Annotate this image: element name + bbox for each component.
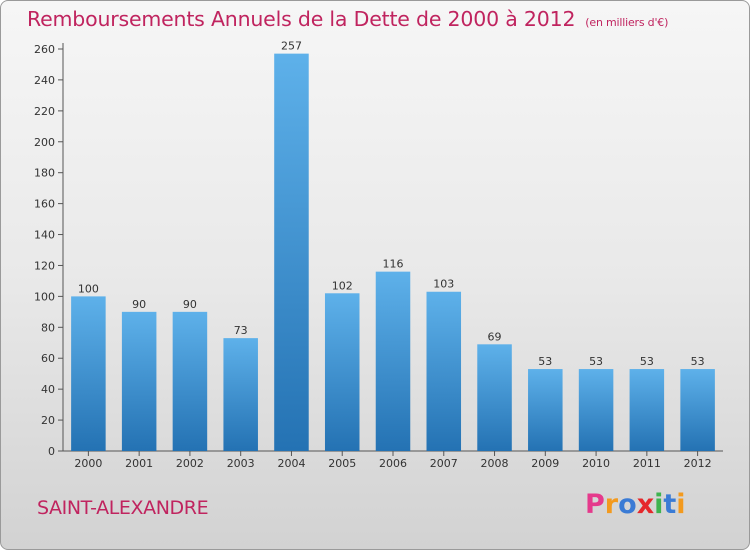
y-axis: 0 20 40 60 80 100 120 140 160 180 200 220 240 260 xyxy=(34,43,64,458)
data-label-2008: 69 xyxy=(488,330,502,343)
x-tick-label-2003: 2003 xyxy=(227,457,255,470)
commune-name: SAINT-ALEXANDRE xyxy=(37,497,209,519)
x-tick-label-2002: 2002 xyxy=(176,457,204,470)
y-tick-label: 100 xyxy=(34,290,55,303)
data-label-2001: 90 xyxy=(132,298,146,311)
y-tick-label: 0 xyxy=(48,445,55,458)
chart-title: Remboursements Annuels de la Dette de 20… xyxy=(27,7,668,31)
data-label-2002: 90 xyxy=(183,298,197,311)
y-tick-label: 240 xyxy=(34,74,55,87)
y-tick-label: 80 xyxy=(41,321,55,334)
chart-unit: (en milliers d'€) xyxy=(585,16,669,29)
data-label-2004: 257 xyxy=(281,40,302,53)
x-tick-label-2004: 2004 xyxy=(277,457,305,470)
x-axis: 2000 2001 2002 2003 2004 2005 2006 2007 2008 2009… xyxy=(63,450,723,470)
chart-title-text: Remboursements Annuels de la Dette de 20… xyxy=(27,7,576,31)
bar-2012 xyxy=(680,369,715,451)
bar-2000 xyxy=(71,296,106,451)
data-label-2009: 53 xyxy=(538,355,552,368)
x-tick-label-2008: 2008 xyxy=(481,457,509,470)
y-tick-label: 60 xyxy=(41,352,55,365)
x-tick-label-2006: 2006 xyxy=(379,457,407,470)
y-tick-label: 220 xyxy=(34,105,55,118)
bars-group xyxy=(71,53,715,452)
y-tick-label: 200 xyxy=(34,136,55,149)
x-tick-label-2001: 2001 xyxy=(125,457,153,470)
bar-2006 xyxy=(375,271,411,451)
bar-2011 xyxy=(629,369,665,451)
y-tick-label: 120 xyxy=(34,259,55,272)
logo-letter: P xyxy=(585,489,605,520)
x-tick-label-2007: 2007 xyxy=(430,457,458,470)
x-tick-label-2009: 2009 xyxy=(531,457,559,470)
logo-letter: i xyxy=(654,489,664,520)
bar-2005 xyxy=(324,293,360,451)
data-label-2006: 116 xyxy=(383,258,404,271)
data-labels-group: 100 90 90 73 257 102 116 103 69 53 53 53 53 xyxy=(78,40,705,368)
x-tick-label-2005: 2005 xyxy=(328,457,356,470)
logo-letter: i xyxy=(676,489,686,520)
x-tick-label-2010: 2010 xyxy=(582,457,610,470)
data-label-2012: 53 xyxy=(691,355,705,368)
data-label-2005: 102 xyxy=(332,279,353,292)
data-label-2007: 103 xyxy=(433,278,454,291)
data-label-2011: 53 xyxy=(640,355,654,368)
bar-2004 xyxy=(274,53,309,452)
logo-letter: t xyxy=(663,489,677,520)
logo-letter: r xyxy=(604,489,619,520)
bar-2009 xyxy=(528,369,563,451)
y-tick-label: 40 xyxy=(41,383,55,396)
y-tick-label: 180 xyxy=(34,167,55,180)
data-label-2003: 73 xyxy=(234,324,248,337)
logo-letter: x xyxy=(636,489,655,520)
y-tick-label: 20 xyxy=(41,414,55,427)
data-label-2010: 53 xyxy=(589,355,603,368)
x-tick-label-2012: 2012 xyxy=(684,457,712,470)
data-label-2000: 100 xyxy=(78,282,99,295)
proxiti-logo: Proxiti xyxy=(585,489,686,520)
y-tick-label: 160 xyxy=(34,198,55,211)
x-tick-label-2000: 2000 xyxy=(74,457,102,470)
x-tick-label-2011: 2011 xyxy=(633,457,661,470)
bar-2001 xyxy=(121,311,157,451)
bar-2002 xyxy=(172,311,208,451)
bar-2007 xyxy=(426,291,462,451)
logo-letter: o xyxy=(618,489,637,520)
bar-2010 xyxy=(578,369,614,451)
bar-2008 xyxy=(477,344,512,451)
y-tick-label: 140 xyxy=(34,229,55,242)
y-tick-label: 260 xyxy=(34,43,55,56)
bar-2003 xyxy=(223,338,258,451)
